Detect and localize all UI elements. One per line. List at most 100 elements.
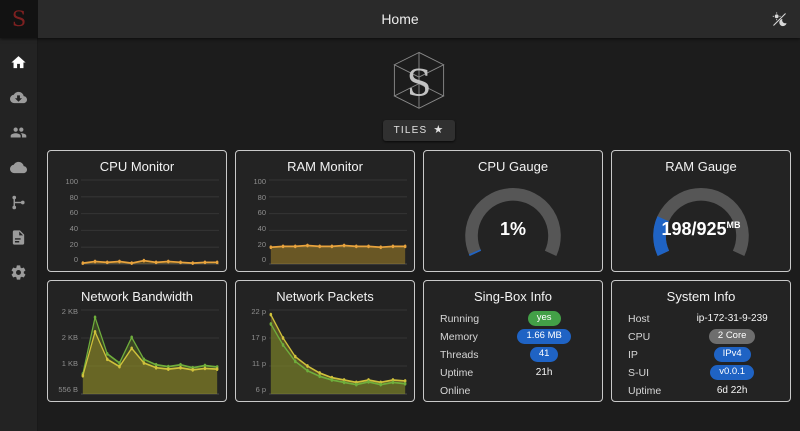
y-tick-label: 60	[257, 208, 266, 218]
home-icon	[11, 55, 26, 68]
info-value: ip-172-31-9-239	[696, 313, 768, 324]
card-title: Sing-Box Info	[473, 289, 553, 304]
sidebar-nav	[0, 38, 38, 431]
y-axis-labels: 100 80 60 40 20 0	[243, 178, 269, 266]
sidebar-item-home[interactable]	[7, 51, 31, 73]
info-label: S-UI	[628, 366, 649, 379]
info-value: 21h	[535, 367, 553, 378]
sidebar-item-users[interactable]	[7, 121, 31, 143]
info-row-uptime: Uptime 6d 22h	[619, 382, 783, 399]
sidebar-item-connections[interactable]	[7, 191, 31, 213]
info-row-threads: Threads 41	[431, 346, 595, 363]
y-tick-label: 0	[73, 255, 78, 265]
info-row-sui-version: S-UI v0.0.1	[619, 364, 783, 381]
gauge-value-text: 1%	[499, 219, 526, 240]
status-badge: IPv4	[713, 347, 751, 362]
app-logo-cube: S	[393, 51, 445, 109]
card-ram-monitor: RAM Monitor 100 80 60 40 20 0	[235, 150, 415, 272]
y-axis-labels: 100 80 60 40 20 0	[55, 178, 81, 266]
card-title: CPU Monitor	[99, 159, 175, 174]
y-tick-label: 60	[69, 208, 78, 218]
theme-light-dark-icon	[772, 11, 787, 26]
status-badge: 2 Core	[708, 329, 756, 344]
y-tick-label: 1 KB	[61, 359, 78, 369]
brand-logo[interactable]: S	[0, 0, 38, 38]
info-label: Uptime	[628, 384, 662, 397]
info-row-cpu: CPU 2 Core	[619, 328, 783, 345]
logo-letter: S	[407, 62, 432, 105]
brand-letter: S	[11, 7, 27, 31]
y-tick-label: 40	[257, 224, 266, 234]
cloud-icon	[10, 161, 27, 173]
y-axis-labels: 22 p 17 p 11 p 6 p	[243, 308, 269, 396]
info-value-wrap: 1.66 MB	[493, 329, 595, 344]
info-value-wrap: 41	[493, 347, 595, 362]
sidebar-item-clients[interactable]	[7, 86, 31, 108]
file-icon	[12, 229, 25, 245]
y-tick-label: 20	[257, 239, 266, 249]
y-tick-label: 100	[65, 177, 78, 186]
top-app-bar: S Home	[0, 0, 800, 38]
gauge-cpu: 1%	[431, 178, 595, 266]
sidebar-item-endpoints[interactable]	[7, 156, 31, 178]
users-icon	[10, 127, 27, 137]
sidebar-item-settings[interactable]	[7, 261, 31, 283]
plot-area	[81, 308, 219, 396]
y-tick-label: 17 p	[251, 333, 266, 343]
info-label: Memory	[440, 330, 478, 343]
star-icon: ★	[433, 124, 445, 136]
y-tick-label: 80	[69, 192, 78, 202]
gauge-value-suffix: MB	[726, 220, 741, 231]
info-label: IP	[628, 348, 638, 361]
y-tick-label: 2 KB	[61, 307, 78, 316]
info-label: Running	[440, 312, 480, 325]
info-row-running: Running yes	[431, 310, 595, 327]
card-cpu-gauge: CPU Gauge 1%	[423, 150, 603, 272]
gauge-arc	[653, 188, 749, 257]
chart-cpu-monitor: 100 80 60 40 20 0	[55, 178, 219, 266]
card-singbox-info: Sing-Box Info Running yes Memory 1.66 MB…	[423, 280, 603, 402]
status-badge: 41	[529, 347, 559, 362]
y-axis-labels: 2 KB 2 KB 1 KB 556 B	[55, 308, 81, 396]
page-title: Home	[381, 11, 419, 27]
branch-icon	[12, 195, 25, 209]
info-label: Online	[440, 384, 471, 397]
card-title: CPU Gauge	[477, 159, 549, 174]
tiles-grid: CPU Monitor 100 80 60 40 20 0 RAM Monitor 100…	[38, 150, 800, 402]
y-tick-label: 0	[261, 255, 266, 265]
gauge-ram: 198/925MB	[619, 178, 783, 266]
card-network-packets: Network Packets 22 p 17 p 11 p 6 p	[235, 280, 415, 402]
card-title: Network Bandwidth	[81, 289, 193, 304]
y-tick-label: 2 KB	[61, 333, 78, 343]
card-cpu-monitor: CPU Monitor 100 80 60 40 20 0	[47, 150, 227, 272]
card-title: Network Packets	[276, 289, 374, 304]
info-value-wrap: ip-172-31-9-239	[681, 313, 783, 324]
plot-area	[269, 178, 407, 266]
info-value: 6d 22h	[716, 385, 748, 396]
status-badge: 1.66 MB	[517, 329, 571, 344]
card-system-info: System Info Host ip-172-31-9-239 CPU 2 C…	[611, 280, 791, 402]
info-row-host: Host ip-172-31-9-239	[619, 310, 783, 327]
tiles-button[interactable]: TILES ★	[382, 120, 456, 141]
y-tick-label: 100	[253, 177, 266, 186]
info-row-ip: IP IPv4	[619, 346, 783, 363]
sidebar-item-rules[interactable]	[7, 226, 31, 248]
y-tick-label: 22 p	[251, 307, 266, 316]
theme-toggle-button[interactable]	[771, 11, 788, 28]
info-label: Uptime	[440, 366, 474, 379]
info-value-wrap: IPv4	[681, 347, 783, 362]
info-row-online: Online	[431, 382, 595, 399]
info-rows: Running yes Memory 1.66 MB Threads 41 Up…	[431, 310, 595, 399]
info-value-wrap: 21h	[493, 367, 595, 378]
info-value-wrap: 6d 22h	[681, 385, 783, 396]
card-title: RAM Gauge	[665, 159, 737, 174]
info-label: CPU	[628, 330, 651, 343]
y-tick-label: 40	[69, 224, 78, 234]
gauge-arc	[465, 188, 561, 257]
card-network-bandwidth: Network Bandwidth 2 KB 2 KB 1 KB 556 B	[47, 280, 227, 402]
y-tick-label: 6 p	[255, 385, 266, 395]
info-value-wrap: v0.0.1	[681, 365, 783, 380]
chart-network-bandwidth: 2 KB 2 KB 1 KB 556 B	[55, 308, 219, 396]
tiles-button-label: TILES	[393, 125, 428, 136]
